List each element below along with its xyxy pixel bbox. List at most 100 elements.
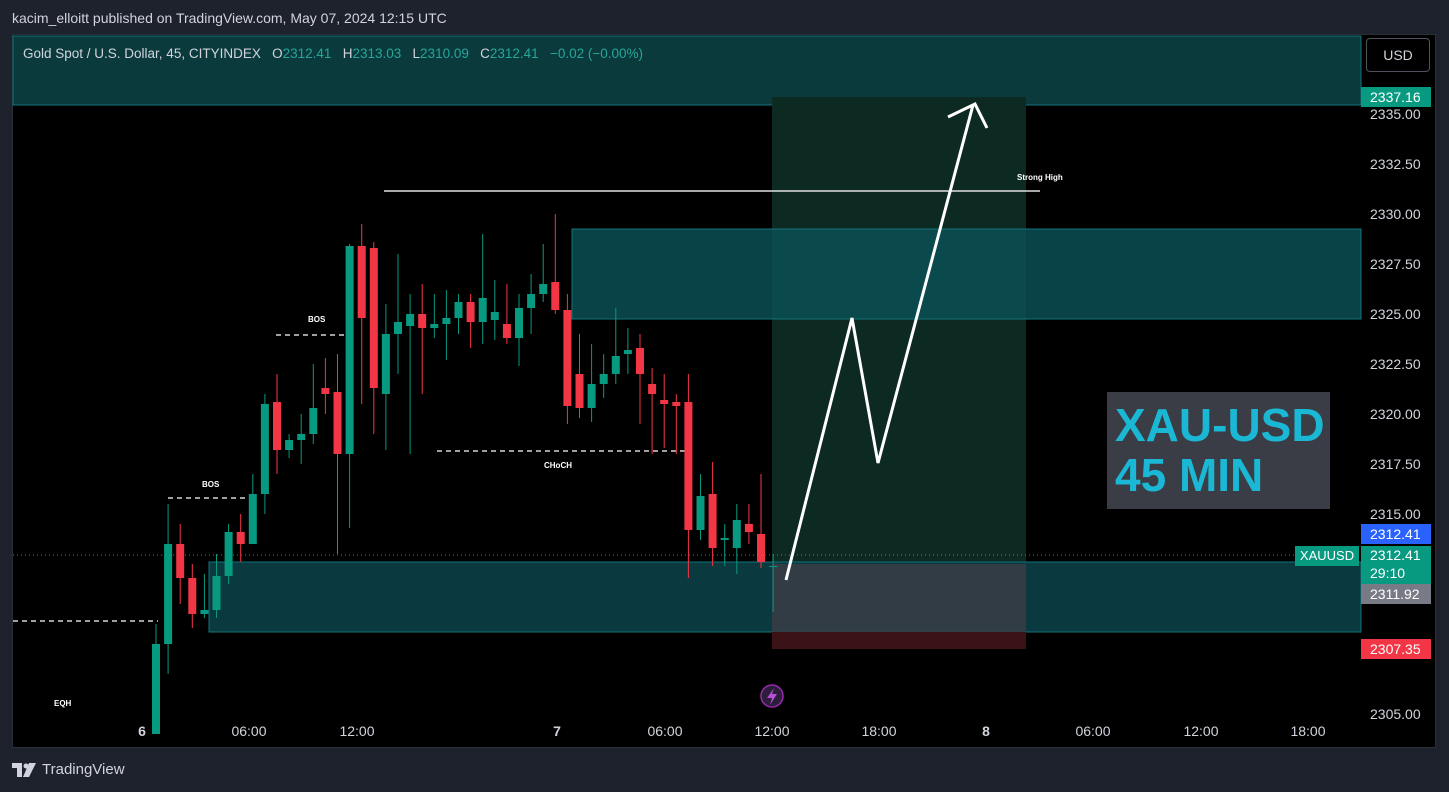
watermark-line2: 45 MIN	[1115, 449, 1264, 501]
candle-body	[490, 312, 499, 320]
candle-body	[345, 246, 354, 454]
y-tick-label: 2322.50	[1370, 356, 1421, 372]
candle-body	[212, 576, 221, 610]
legend-l-label: L	[412, 46, 421, 61]
footer-brand: TradingView	[42, 761, 125, 778]
choch-label: CHoCH	[544, 461, 572, 470]
candle-body	[466, 302, 475, 322]
stop-zone	[772, 632, 1026, 649]
candle-body	[357, 246, 366, 318]
y-tick-label: 2320.00	[1370, 406, 1421, 422]
candle-body	[636, 348, 644, 374]
candle-body	[648, 384, 657, 394]
publisher-caption: kacim_elloitt published on TradingView.c…	[12, 10, 447, 26]
candle-body	[599, 374, 608, 384]
candle-body	[527, 294, 536, 308]
y-tick-label: 2325.00	[1370, 306, 1421, 322]
entry-zone	[772, 564, 1026, 632]
candle-body	[551, 282, 560, 310]
candle-body	[309, 408, 318, 434]
y-axis: 2305.00 2315.00 2317.50 2320.00 2322.50 2325.…	[1370, 106, 1421, 722]
target-zone	[772, 97, 1026, 564]
y-tick-label: 2315.00	[1370, 506, 1421, 522]
target-price-tag: 2337.16	[1361, 87, 1431, 107]
candle-body	[611, 356, 620, 374]
x-tick-label: 12:00	[1183, 723, 1218, 739]
candle-body	[454, 302, 463, 318]
x-tick-label: 18:00	[861, 723, 896, 739]
candle-body	[732, 520, 741, 548]
candle-body	[152, 644, 160, 734]
candle-body	[478, 298, 487, 322]
candle-body	[515, 308, 523, 338]
legend-o-label: O	[272, 46, 283, 61]
y-tick-label: 2332.50	[1370, 156, 1421, 172]
x-tick-label: 06:00	[647, 723, 682, 739]
symbol-price-label: XAUUSD	[1295, 546, 1359, 566]
tradingview-logo-icon	[12, 762, 36, 777]
legend-h-label: H	[342, 46, 353, 61]
candle-body	[623, 350, 632, 354]
candles-group	[152, 214, 778, 734]
candle-body	[297, 434, 306, 440]
candle-body	[720, 538, 729, 540]
candle-body	[333, 392, 342, 454]
candle-body	[696, 496, 705, 530]
candle-body	[188, 578, 197, 614]
candle-body	[430, 324, 439, 328]
x-tick-label: 8	[982, 723, 990, 739]
candle-body	[744, 524, 753, 532]
arrow-head-icon	[947, 102, 989, 129]
candle-body	[236, 532, 245, 544]
x-tick-label: 6	[138, 723, 146, 739]
watermark-line1: XAU-USD	[1115, 399, 1325, 451]
candle-body	[273, 402, 281, 450]
candle-body	[660, 400, 669, 404]
bos-label-lower: BOS	[202, 480, 220, 489]
currency-button[interactable]: USD	[1366, 38, 1430, 72]
current-price-value: 2312.41	[1370, 547, 1421, 563]
candle-body	[248, 494, 257, 544]
projection-path	[784, 104, 975, 581]
strong-high-label: Strong High	[1017, 173, 1063, 182]
candle-body	[587, 384, 596, 408]
x-tick-label: 18:00	[1290, 723, 1325, 739]
candle-body	[708, 494, 717, 548]
candle-body	[224, 532, 233, 576]
symbol-watermark: XAU-USD 45 MIN	[1107, 392, 1330, 509]
candle-body	[369, 248, 378, 388]
y-tick-label: 2335.00	[1370, 106, 1421, 122]
candle-body	[575, 374, 584, 408]
candle-body	[260, 404, 269, 494]
candle-body	[757, 534, 765, 562]
candle-body	[502, 324, 511, 338]
candle-body	[176, 544, 185, 578]
last-price-tag: 2312.41	[1361, 524, 1431, 544]
candle-body	[769, 566, 778, 567]
supply-zone-middle	[571, 228, 1362, 320]
tradingview-logo[interactable]: TradingView	[12, 761, 125, 778]
candle-body	[563, 310, 572, 406]
candle-body	[539, 284, 548, 294]
legend-close: 2312.41	[489, 46, 539, 61]
candle-body	[684, 402, 693, 530]
candle-body	[672, 402, 681, 406]
candle-body	[381, 334, 390, 394]
x-tick-label: 12:00	[339, 723, 374, 739]
legend-symbol: Gold Spot / U.S. Dollar, 45, CITYINDEX	[23, 46, 261, 61]
current-price-tag: 2312.41 29:10	[1361, 546, 1431, 584]
bos-label-upper: BOS	[308, 315, 326, 324]
ohlc-legend: Gold Spot / U.S. Dollar, 45, CITYINDEX O…	[23, 46, 643, 61]
candle-body	[442, 318, 451, 324]
y-tick-label: 2327.50	[1370, 256, 1421, 272]
candle-body	[406, 314, 415, 326]
candle-body	[394, 322, 402, 334]
stop-price-tag: 2307.35	[1361, 639, 1431, 659]
y-tick-label: 2317.50	[1370, 456, 1421, 472]
x-tick-label: 06:00	[231, 723, 266, 739]
candle-body	[321, 388, 330, 394]
entry-price-tag: 2311.92	[1361, 584, 1431, 604]
legend-low: 2310.09	[420, 46, 469, 61]
legend-high: 2313.03	[352, 46, 402, 61]
